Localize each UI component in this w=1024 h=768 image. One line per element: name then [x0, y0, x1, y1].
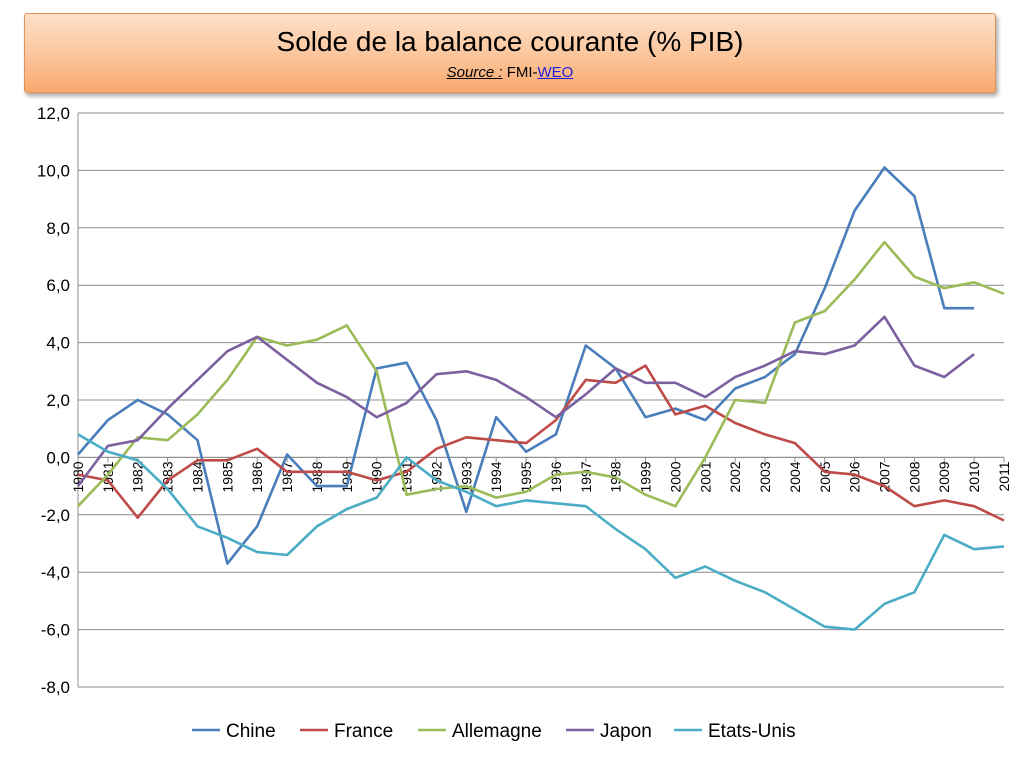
legend-label: Allemagne	[452, 721, 542, 742]
x-tick-label: 1982	[130, 461, 146, 492]
x-tick-label: 2007	[877, 461, 893, 492]
x-tick-label: 2000	[667, 461, 683, 492]
series-line-etats-unis	[77, 433, 1005, 631]
x-tick-label: 1986	[249, 461, 265, 492]
chart-title-box: Solde de la balance courante (% PIB) Sou…	[24, 13, 996, 93]
x-tick-label: 1999	[638, 461, 654, 492]
x-tick-label: 1985	[219, 461, 235, 492]
source-label: Source :	[446, 64, 503, 81]
series-line-japon	[76, 315, 975, 487]
x-tick-label: 1995	[518, 461, 534, 492]
x-tick-label: 2003	[757, 461, 773, 492]
y-tick-label: 2,0	[46, 391, 70, 410]
x-tick-label: 2010	[966, 461, 982, 492]
source-link[interactable]: WEO	[537, 64, 574, 81]
x-tick-label: 1980	[70, 461, 86, 492]
x-tick-label: 2006	[847, 461, 863, 492]
y-tick-label: 0,0	[46, 448, 70, 467]
chart-source: Source : FMI-WEO	[25, 64, 995, 81]
legend-label: Japon	[600, 721, 652, 742]
x-tick-label: 2001	[697, 461, 713, 492]
y-tick-label: 6,0	[46, 276, 70, 295]
y-tick-label: -4,0	[41, 563, 70, 582]
legend-label: Chine	[226, 721, 276, 742]
series-line-france	[77, 364, 1005, 522]
x-tick-label: 1994	[488, 461, 504, 492]
x-tick-label: 2002	[727, 461, 743, 492]
y-tick-label: -2,0	[41, 506, 70, 525]
x-tick-label: 2004	[787, 461, 803, 492]
y-tick-label: 10,0	[37, 161, 70, 180]
x-tick-label: 1988	[309, 461, 325, 492]
y-tick-label: 12,0	[37, 104, 70, 123]
source-org: FMI-	[506, 64, 538, 81]
x-tick-label: 2009	[936, 461, 952, 492]
x-tick-label: 2008	[906, 461, 922, 492]
y-tick-label: 4,0	[46, 334, 70, 353]
legend-label: France	[334, 721, 393, 742]
x-tick-label: 1992	[428, 461, 444, 492]
legend-label: Etats-Unis	[708, 721, 796, 742]
series-line-allemagne	[77, 240, 1005, 508]
y-tick-label: 8,0	[46, 219, 70, 238]
series-line-chine	[77, 166, 975, 565]
y-tick-label: -6,0	[41, 621, 70, 640]
x-tick-label: 1993	[458, 461, 474, 492]
x-tick-label: 1984	[189, 461, 205, 492]
chart-title: Solde de la balance courante (% PIB)	[276, 26, 744, 57]
x-tick-label: 1990	[369, 461, 385, 492]
y-tick-label: -8,0	[41, 678, 70, 697]
x-tick-label: 2011	[996, 461, 1012, 491]
x-tick-label: 1996	[548, 461, 564, 492]
x-tick-label: 1997	[578, 461, 594, 492]
